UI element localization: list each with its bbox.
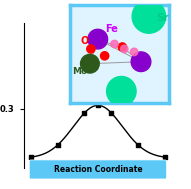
Circle shape bbox=[121, 45, 128, 53]
Text: Mo: Mo bbox=[72, 67, 87, 76]
Text: O: O bbox=[80, 36, 88, 46]
Point bbox=[137, 144, 140, 147]
Circle shape bbox=[111, 40, 118, 48]
Circle shape bbox=[107, 77, 136, 106]
Point bbox=[110, 112, 113, 115]
Text: Sr: Sr bbox=[157, 13, 169, 23]
Circle shape bbox=[87, 45, 95, 53]
Point bbox=[96, 104, 99, 107]
Circle shape bbox=[88, 29, 108, 49]
Point bbox=[83, 112, 86, 115]
Circle shape bbox=[81, 54, 99, 73]
Text: Reaction Coordinate: Reaction Coordinate bbox=[53, 165, 142, 174]
Circle shape bbox=[130, 48, 138, 56]
Text: Fe: Fe bbox=[105, 24, 117, 34]
Point bbox=[29, 156, 32, 159]
Circle shape bbox=[100, 52, 109, 60]
Point bbox=[56, 144, 59, 147]
Circle shape bbox=[132, 0, 166, 33]
Circle shape bbox=[131, 52, 151, 72]
FancyBboxPatch shape bbox=[29, 160, 167, 179]
Circle shape bbox=[118, 43, 126, 51]
Point bbox=[164, 156, 167, 159]
